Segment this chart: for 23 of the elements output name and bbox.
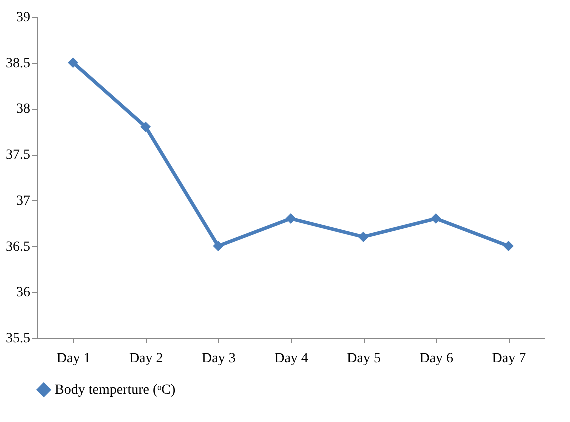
x-tick-label: Day 3 [202,352,236,366]
x-tick-label: Day 5 [347,352,381,366]
y-tick-label: 39 [16,10,30,26]
x-tick-label: Day 1 [56,352,91,366]
x-tick-label: Day 7 [492,352,526,366]
point [68,58,79,68]
y-tick-label: 38.5 [6,56,30,72]
y-tick-label: 38 [16,102,30,118]
point [503,241,514,252]
point [286,214,296,224]
point [140,122,152,132]
y-tick-label: 36 [16,286,30,301]
x-tick-label: Day 6 [420,352,454,366]
x-tick-label: Day 2 [129,352,164,366]
point [213,241,224,252]
y-tick-label: 37.5 [6,148,30,164]
y-tick-label: 36.5 [6,240,30,255]
y-tick-label: 37 [16,194,30,209]
x-tick-label: Day 4 [274,352,308,366]
y-tick-label: 35.5 [6,332,30,346]
point [358,232,369,242]
point [430,214,442,224]
legend-label: Body temperture (ᵒC) [55,383,176,398]
